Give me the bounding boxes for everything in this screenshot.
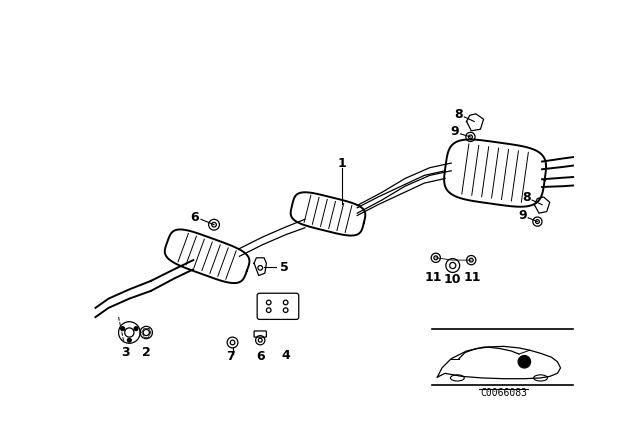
Text: 4: 4 [281, 349, 290, 362]
Text: 10: 10 [444, 273, 461, 286]
Text: C0066083: C0066083 [480, 388, 527, 397]
Text: 11: 11 [425, 271, 442, 284]
Text: 1: 1 [337, 157, 346, 170]
Circle shape [127, 338, 131, 342]
Text: 2: 2 [142, 346, 150, 359]
Circle shape [134, 327, 138, 331]
Text: 3: 3 [121, 346, 130, 359]
Circle shape [121, 327, 125, 331]
Text: 11: 11 [464, 271, 481, 284]
Text: 8: 8 [522, 191, 531, 204]
Text: 7: 7 [226, 350, 235, 363]
Text: 6: 6 [256, 350, 264, 363]
Text: 6: 6 [191, 211, 199, 224]
Text: 9: 9 [451, 125, 460, 138]
Text: 9: 9 [518, 209, 527, 222]
Circle shape [518, 356, 531, 368]
Text: 5: 5 [280, 261, 289, 274]
Text: 8: 8 [454, 108, 463, 121]
